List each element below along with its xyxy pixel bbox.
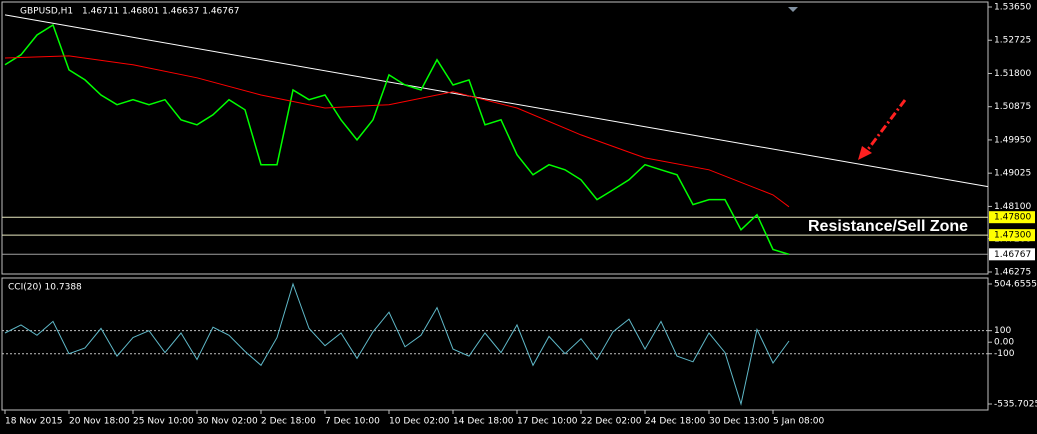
- arrow-head: [858, 146, 872, 160]
- x-tick-label: 30 Dec 13:00: [709, 417, 770, 427]
- level-label: 1.47800: [994, 213, 1031, 223]
- series-line: [4, 23, 790, 256]
- cci-frame: [1, 277, 989, 411]
- y-tick-label: 1.49025: [994, 169, 1031, 179]
- x-tick-label: 10 Dec 02:00: [389, 417, 450, 427]
- y-tick-label: 1.46275: [994, 267, 1031, 277]
- x-tick-label: 7 Dec 10:00: [325, 417, 380, 427]
- level-label-bg: [989, 229, 1035, 242]
- series-line: [4, 282, 790, 406]
- x-tick-label: 2 Dec 18:00: [261, 417, 316, 427]
- x-tick-label: 17 Dec 10:00: [517, 417, 578, 427]
- level-label-bg: [989, 248, 1035, 261]
- x-tick-label: 25 Nov 10:00: [133, 417, 194, 427]
- annotation: Resistance/Sell Zone: [808, 218, 968, 235]
- y-tick-label: 1.52725: [994, 36, 1031, 46]
- y-tick-label: 1.53650: [994, 2, 1031, 12]
- cci-title: CCI(20) 10.7388: [8, 283, 82, 293]
- y-tick-label: 0.00: [994, 338, 1014, 348]
- y-tick-label: 1.49950: [994, 135, 1031, 145]
- y-tick-label: -535.7025: [994, 400, 1037, 410]
- x-tick-label: 30 Nov 02:00: [197, 417, 258, 427]
- x-tick-label: 14 Dec 18:00: [453, 417, 514, 427]
- ohlc-info: 1.46711 1.46801 1.46637 1.46767: [82, 7, 239, 17]
- y-tick-label: -100: [994, 349, 1015, 359]
- shift-marker: [788, 7, 798, 12]
- symbol: GBPUSD,H1: [20, 7, 73, 17]
- x-tick-label: 22 Dec 02:00: [581, 417, 642, 427]
- y-tick-label: 1.48100: [994, 202, 1031, 212]
- level-label: 1.47300: [994, 231, 1031, 241]
- series-line: [4, 55, 790, 208]
- y-tick-label: 100: [994, 326, 1011, 336]
- x-tick-label: 24 Dec 18:00: [645, 417, 706, 427]
- x-tick-label: 5 Jan 08:00: [773, 417, 825, 427]
- y-tick-label: 1.50875: [994, 102, 1031, 112]
- y-tick-label: 504.6555: [994, 280, 1037, 290]
- level-label-bg: [989, 211, 1035, 224]
- main-frame: [1, 1, 989, 275]
- level-label: 1.46767: [994, 250, 1031, 260]
- y-tick-label: 1.51800: [994, 69, 1031, 79]
- x-tick-label: 20 Nov 18:00: [69, 417, 130, 427]
- trendline: [4, 14, 989, 188]
- arrow: [864, 99, 907, 153]
- x-tick-label: 18 Nov 2015: [5, 417, 63, 427]
